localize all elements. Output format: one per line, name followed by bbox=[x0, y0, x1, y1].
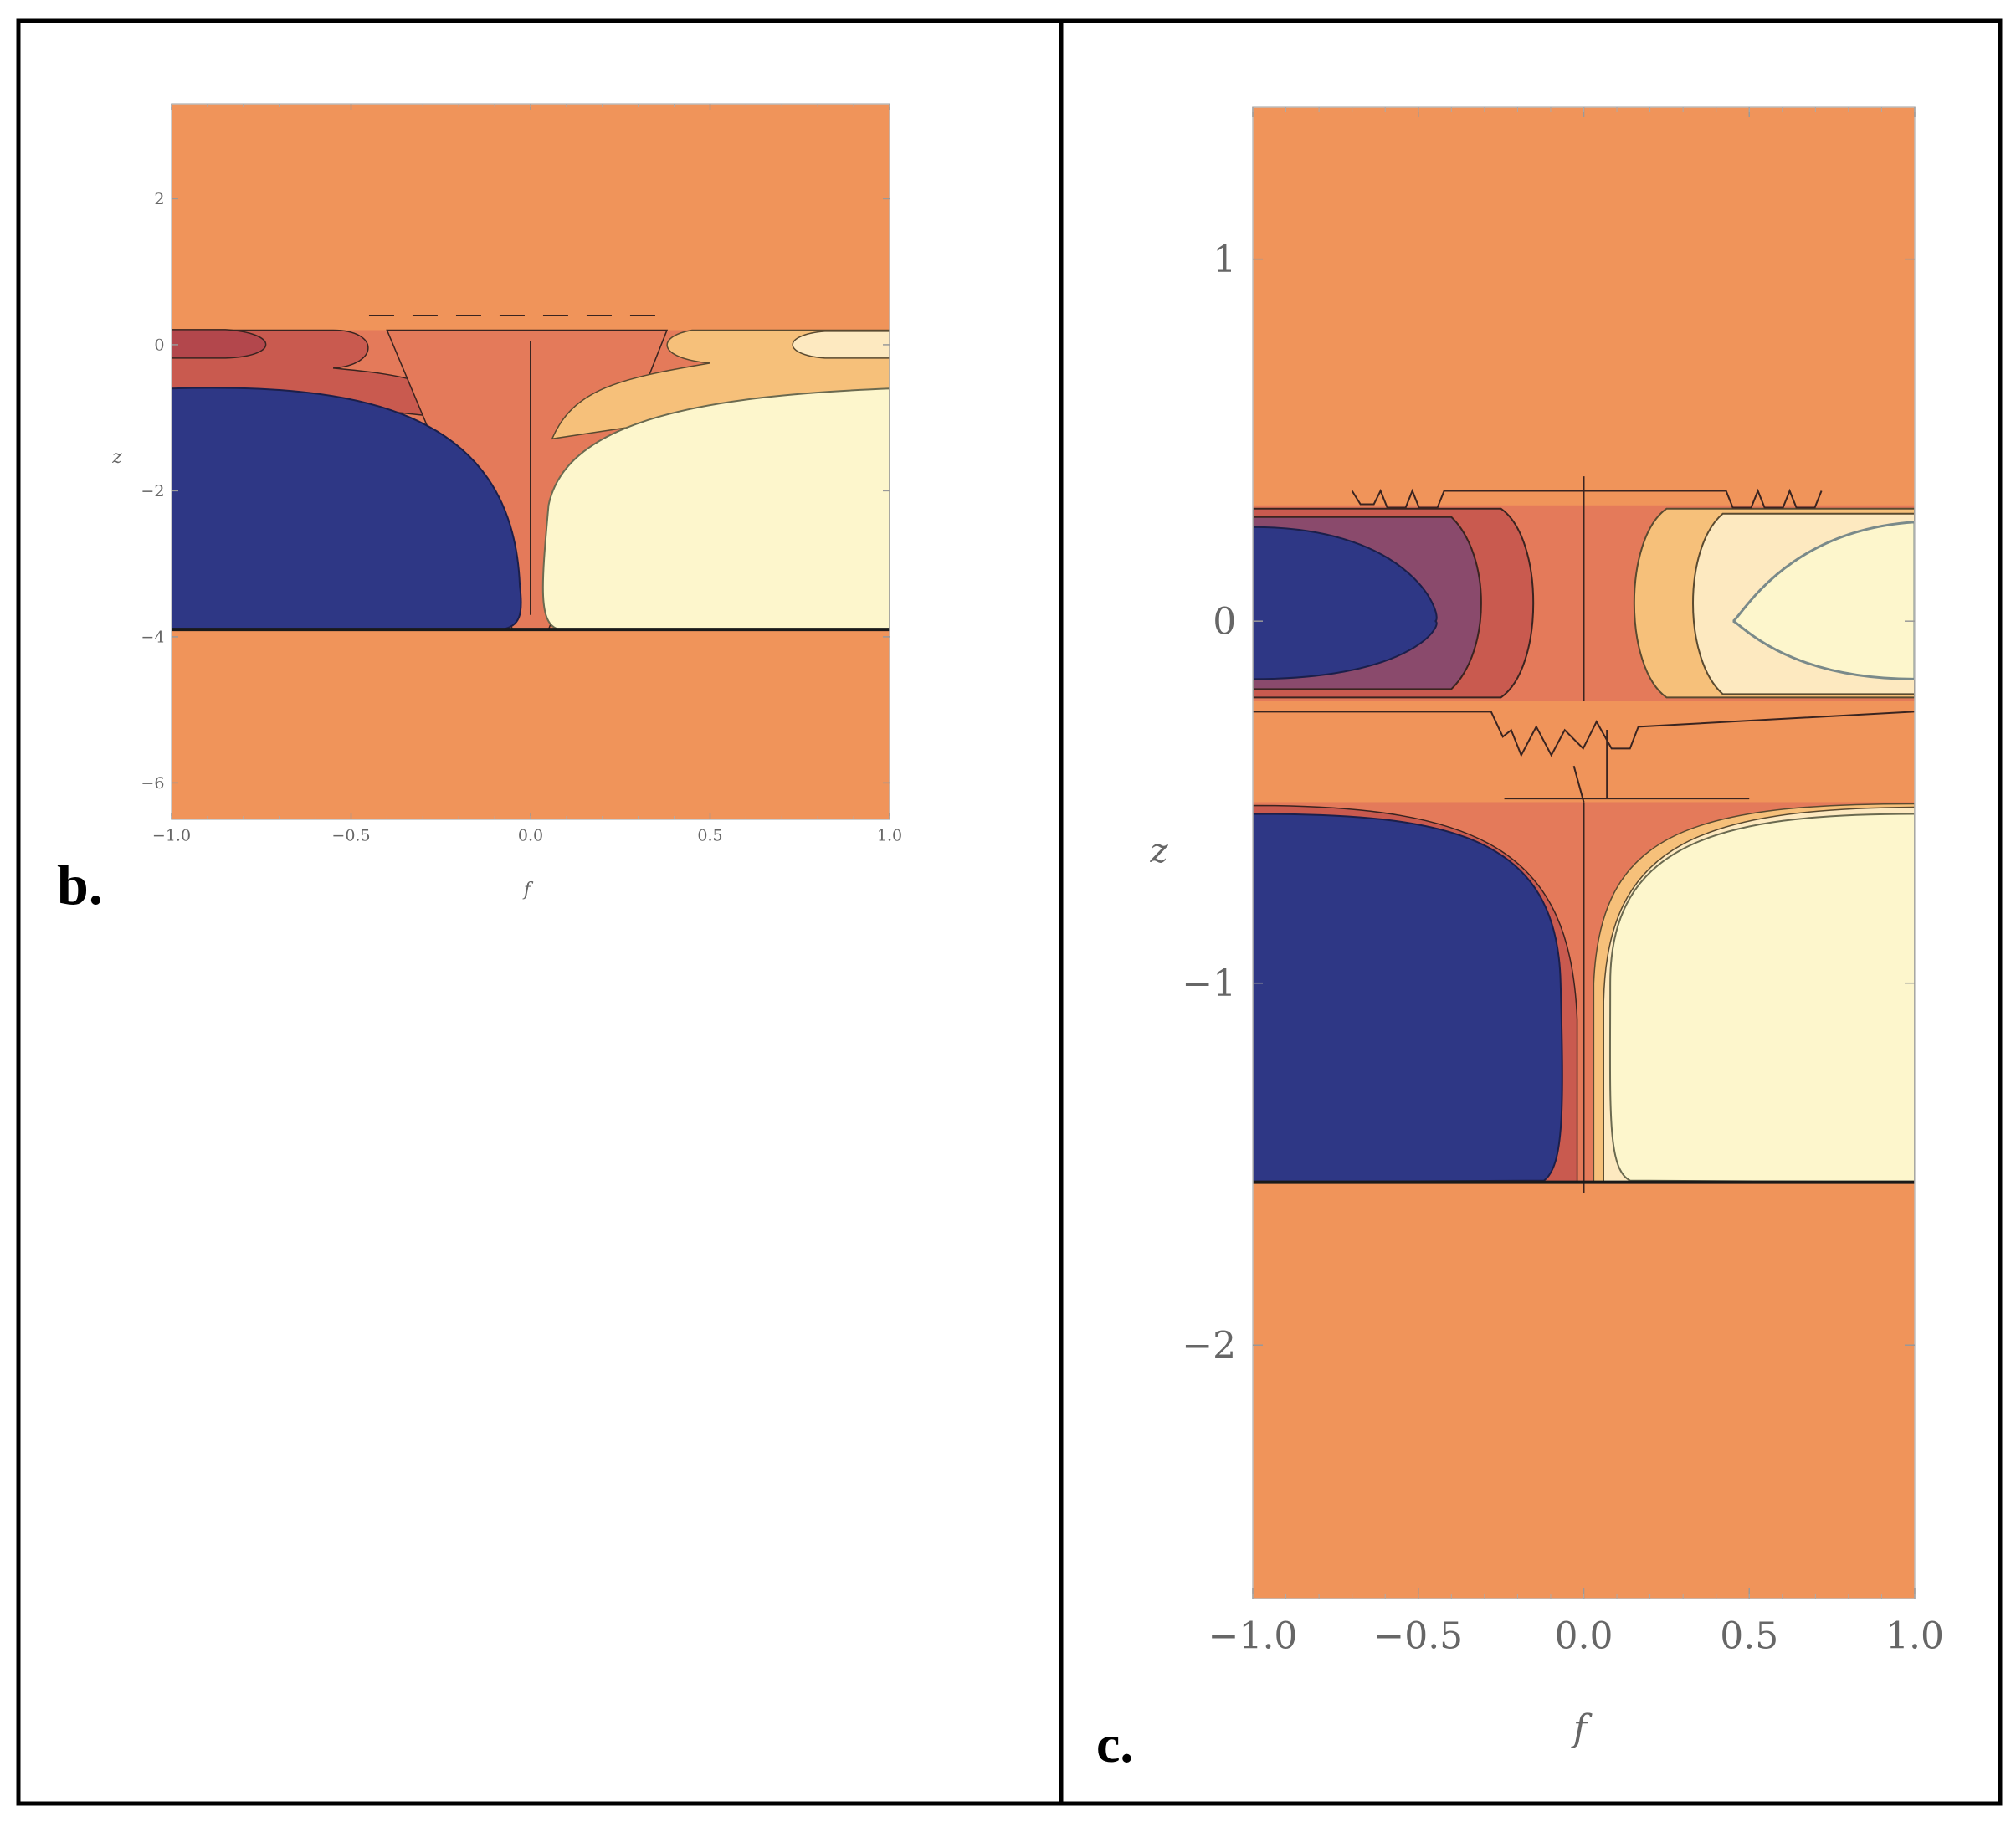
panel-b-y-axis-label: z bbox=[111, 447, 122, 468]
negative-band-inner bbox=[172, 329, 267, 359]
y-tick-label: −2 bbox=[1182, 1325, 1236, 1368]
y-tick-label: −4 bbox=[141, 629, 164, 647]
y-tick-label: −6 bbox=[141, 774, 164, 793]
y-tick-label: −2 bbox=[141, 482, 164, 500]
y-tick-label: −1 bbox=[1182, 962, 1236, 1005]
upper-deep-negative-region bbox=[1253, 526, 1438, 680]
panel-c-plot-area bbox=[1253, 107, 1915, 1599]
x-tick-label: −1.0 bbox=[1208, 1614, 1298, 1657]
x-tick-label: 1.0 bbox=[1885, 1614, 1944, 1657]
x-tick-label: 0.0 bbox=[518, 827, 543, 845]
panel-b-plot-area bbox=[172, 104, 890, 819]
y-tick-label: 0 bbox=[154, 336, 164, 355]
positive-band-inner bbox=[792, 331, 890, 359]
figure-frame bbox=[16, 18, 2003, 1806]
x-tick-label: 1.0 bbox=[877, 827, 902, 845]
max-positive-region bbox=[541, 387, 890, 631]
positive-band-outer bbox=[551, 329, 890, 440]
panel-b-label: b. bbox=[57, 853, 103, 916]
lower-deep-negative-region bbox=[1253, 813, 1563, 1183]
panel-c-label: c. bbox=[1096, 1714, 1133, 1773]
panel-c: −1.0 −0.5 0.0 0.5 1.0 1 0 −1 −2 f z c. bbox=[1096, 106, 1944, 1773]
y-tick-label: 0 bbox=[1213, 601, 1236, 644]
deep-negative-region bbox=[172, 387, 522, 631]
lower-max-positive-region bbox=[1608, 813, 1915, 1183]
x-tick-label: 0.5 bbox=[697, 827, 722, 845]
x-tick-label: −1.0 bbox=[152, 827, 191, 845]
x-tick-label: −0.5 bbox=[331, 827, 370, 845]
upper-max-positive-region bbox=[1731, 521, 1915, 680]
y-tick-label: 1 bbox=[1213, 239, 1236, 281]
upper-layer-top-contour bbox=[1351, 488, 1823, 509]
y-tick-label: 2 bbox=[154, 190, 164, 208]
panel-b-y-axis: 2 0 −2 −4 −6 bbox=[141, 190, 890, 793]
panel-b-x-axis-label: f bbox=[522, 880, 534, 901]
panel-c-y-axis-label: z bbox=[1149, 832, 1168, 870]
panel-c-x-axis: −1.0 −0.5 0.0 0.5 1.0 bbox=[1208, 107, 1944, 1657]
panel-b-x-axis: −1.0 −0.5 0.0 0.5 1.0 bbox=[152, 104, 902, 845]
panel-b: −1.0 −0.5 0.0 0.5 1.0 2 0 −2 −4 −6 f z b. bbox=[57, 103, 902, 916]
x-tick-label: −0.5 bbox=[1373, 1614, 1463, 1657]
mid-gap-contour bbox=[1253, 711, 1915, 803]
x-tick-label: 0.0 bbox=[1555, 1614, 1613, 1657]
panel-c-y-axis: 1 0 −1 −2 bbox=[1182, 239, 1915, 1368]
panel-c-x-axis-label: f bbox=[1571, 1707, 1593, 1750]
x-tick-label: 0.5 bbox=[1720, 1614, 1778, 1657]
